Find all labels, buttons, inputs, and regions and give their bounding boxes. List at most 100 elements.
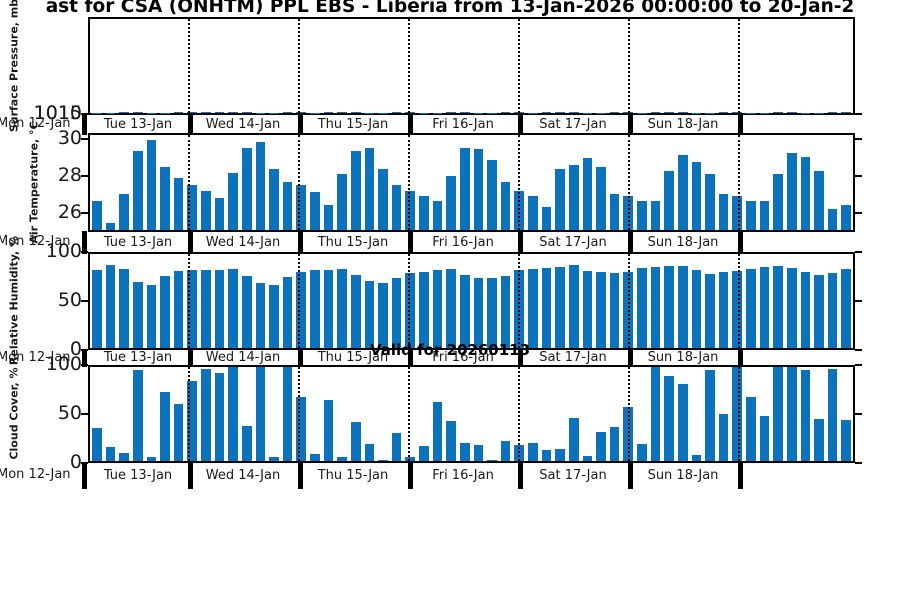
day-boundary-tick <box>188 349 193 367</box>
bar <box>732 112 742 113</box>
bar <box>800 156 811 230</box>
bar <box>296 397 306 461</box>
day-label: Thu 15-Jan <box>317 350 389 365</box>
bar <box>105 265 116 348</box>
bar <box>555 169 565 230</box>
day-boundary-line <box>188 135 190 230</box>
bar <box>582 456 593 461</box>
y-tick-label: 26 <box>57 201 82 224</box>
cloud-cover-axis-label: Cloud Cover, % <box>7 367 21 460</box>
bar <box>337 269 347 348</box>
day-boundary-tick <box>408 349 413 367</box>
bar <box>677 154 688 230</box>
bar <box>310 192 320 230</box>
day-label: Tue 13-Jan <box>103 467 173 483</box>
validity-watermark: Valid for 20260113 <box>369 341 531 359</box>
bar <box>827 208 838 230</box>
bar <box>105 222 116 230</box>
bar <box>650 367 661 461</box>
day-boundary-line <box>518 367 520 461</box>
day-boundary-tick <box>738 114 743 135</box>
y-tick-label: 1015 <box>33 101 82 124</box>
bar <box>378 460 388 461</box>
day-boundary-line <box>738 254 740 348</box>
day-label: Sun 18-Jan <box>647 116 719 132</box>
y-tick-label: 1010 <box>33 102 82 125</box>
day-boundary-tick <box>628 231 633 254</box>
bar <box>746 269 756 348</box>
bar <box>691 161 702 230</box>
bar <box>364 281 375 348</box>
bar <box>555 448 565 461</box>
day-label: Wed 14-Jan <box>205 350 281 365</box>
bar <box>800 271 811 348</box>
bar <box>746 201 756 230</box>
y-tick-label: 100 <box>45 353 82 375</box>
bar <box>637 201 647 230</box>
y-tick-label: 50 <box>57 402 82 424</box>
day-boundary-tick <box>82 349 87 367</box>
y-tick-mark <box>855 137 862 140</box>
bar <box>827 272 838 348</box>
bar <box>419 195 429 230</box>
day-label: Wed 14-Jan <box>205 467 281 483</box>
bar <box>487 278 497 348</box>
bar <box>446 176 456 230</box>
bar <box>841 269 851 348</box>
day-label: Tue 13-Jan <box>103 234 173 250</box>
day-boundary-tick <box>518 462 523 489</box>
y-tick-mark <box>855 300 862 302</box>
day-label: Thu 15-Jan <box>317 234 389 250</box>
day-boundary-line <box>628 135 630 230</box>
bar <box>228 112 238 113</box>
bar <box>282 276 293 348</box>
day-boundary-line <box>408 19 410 113</box>
day-boundary-tick <box>738 462 743 489</box>
bar <box>391 277 402 348</box>
x-edge-label: Mon 12-Jan <box>0 349 71 365</box>
bar <box>323 399 334 461</box>
air-temperature-axis-label: Air Temperature, °C <box>27 120 41 244</box>
bar <box>419 271 429 348</box>
bar <box>841 419 851 461</box>
bar <box>105 446 116 461</box>
bar <box>214 269 225 348</box>
bar <box>173 112 184 113</box>
day-boundary-line <box>188 19 190 113</box>
bar <box>119 269 129 348</box>
day-boundary-tick <box>188 114 193 135</box>
bar <box>446 269 456 348</box>
day-boundary-line <box>408 367 410 461</box>
bar <box>391 432 402 461</box>
bar <box>459 274 470 348</box>
bar <box>173 270 184 348</box>
day-label: Tue 13-Jan <box>103 116 173 132</box>
bar <box>773 367 783 461</box>
bar <box>473 445 484 461</box>
bar <box>568 112 579 113</box>
bar <box>555 112 565 113</box>
bar <box>119 112 129 113</box>
day-boundary-line <box>298 19 300 113</box>
bar <box>759 267 770 348</box>
bar <box>691 269 702 348</box>
bar <box>705 369 715 461</box>
bar <box>473 277 484 348</box>
bar <box>459 112 470 113</box>
bar <box>786 112 797 113</box>
bar <box>132 151 143 230</box>
day-boundary-tick <box>628 114 633 135</box>
bar <box>146 285 157 348</box>
day-boundary-line <box>518 19 520 113</box>
figure-title: ast for CSA (ONHTM) PPL EBS - Liberia fr… <box>45 0 855 17</box>
bar <box>432 269 443 348</box>
bar <box>92 428 102 461</box>
bar <box>337 112 347 113</box>
bar <box>732 195 742 230</box>
bar <box>609 194 620 230</box>
y-tick-mark <box>855 251 862 253</box>
bar <box>596 431 606 461</box>
bar <box>746 397 756 461</box>
day-boundary-line <box>518 135 520 230</box>
day-boundary-tick <box>738 349 743 367</box>
